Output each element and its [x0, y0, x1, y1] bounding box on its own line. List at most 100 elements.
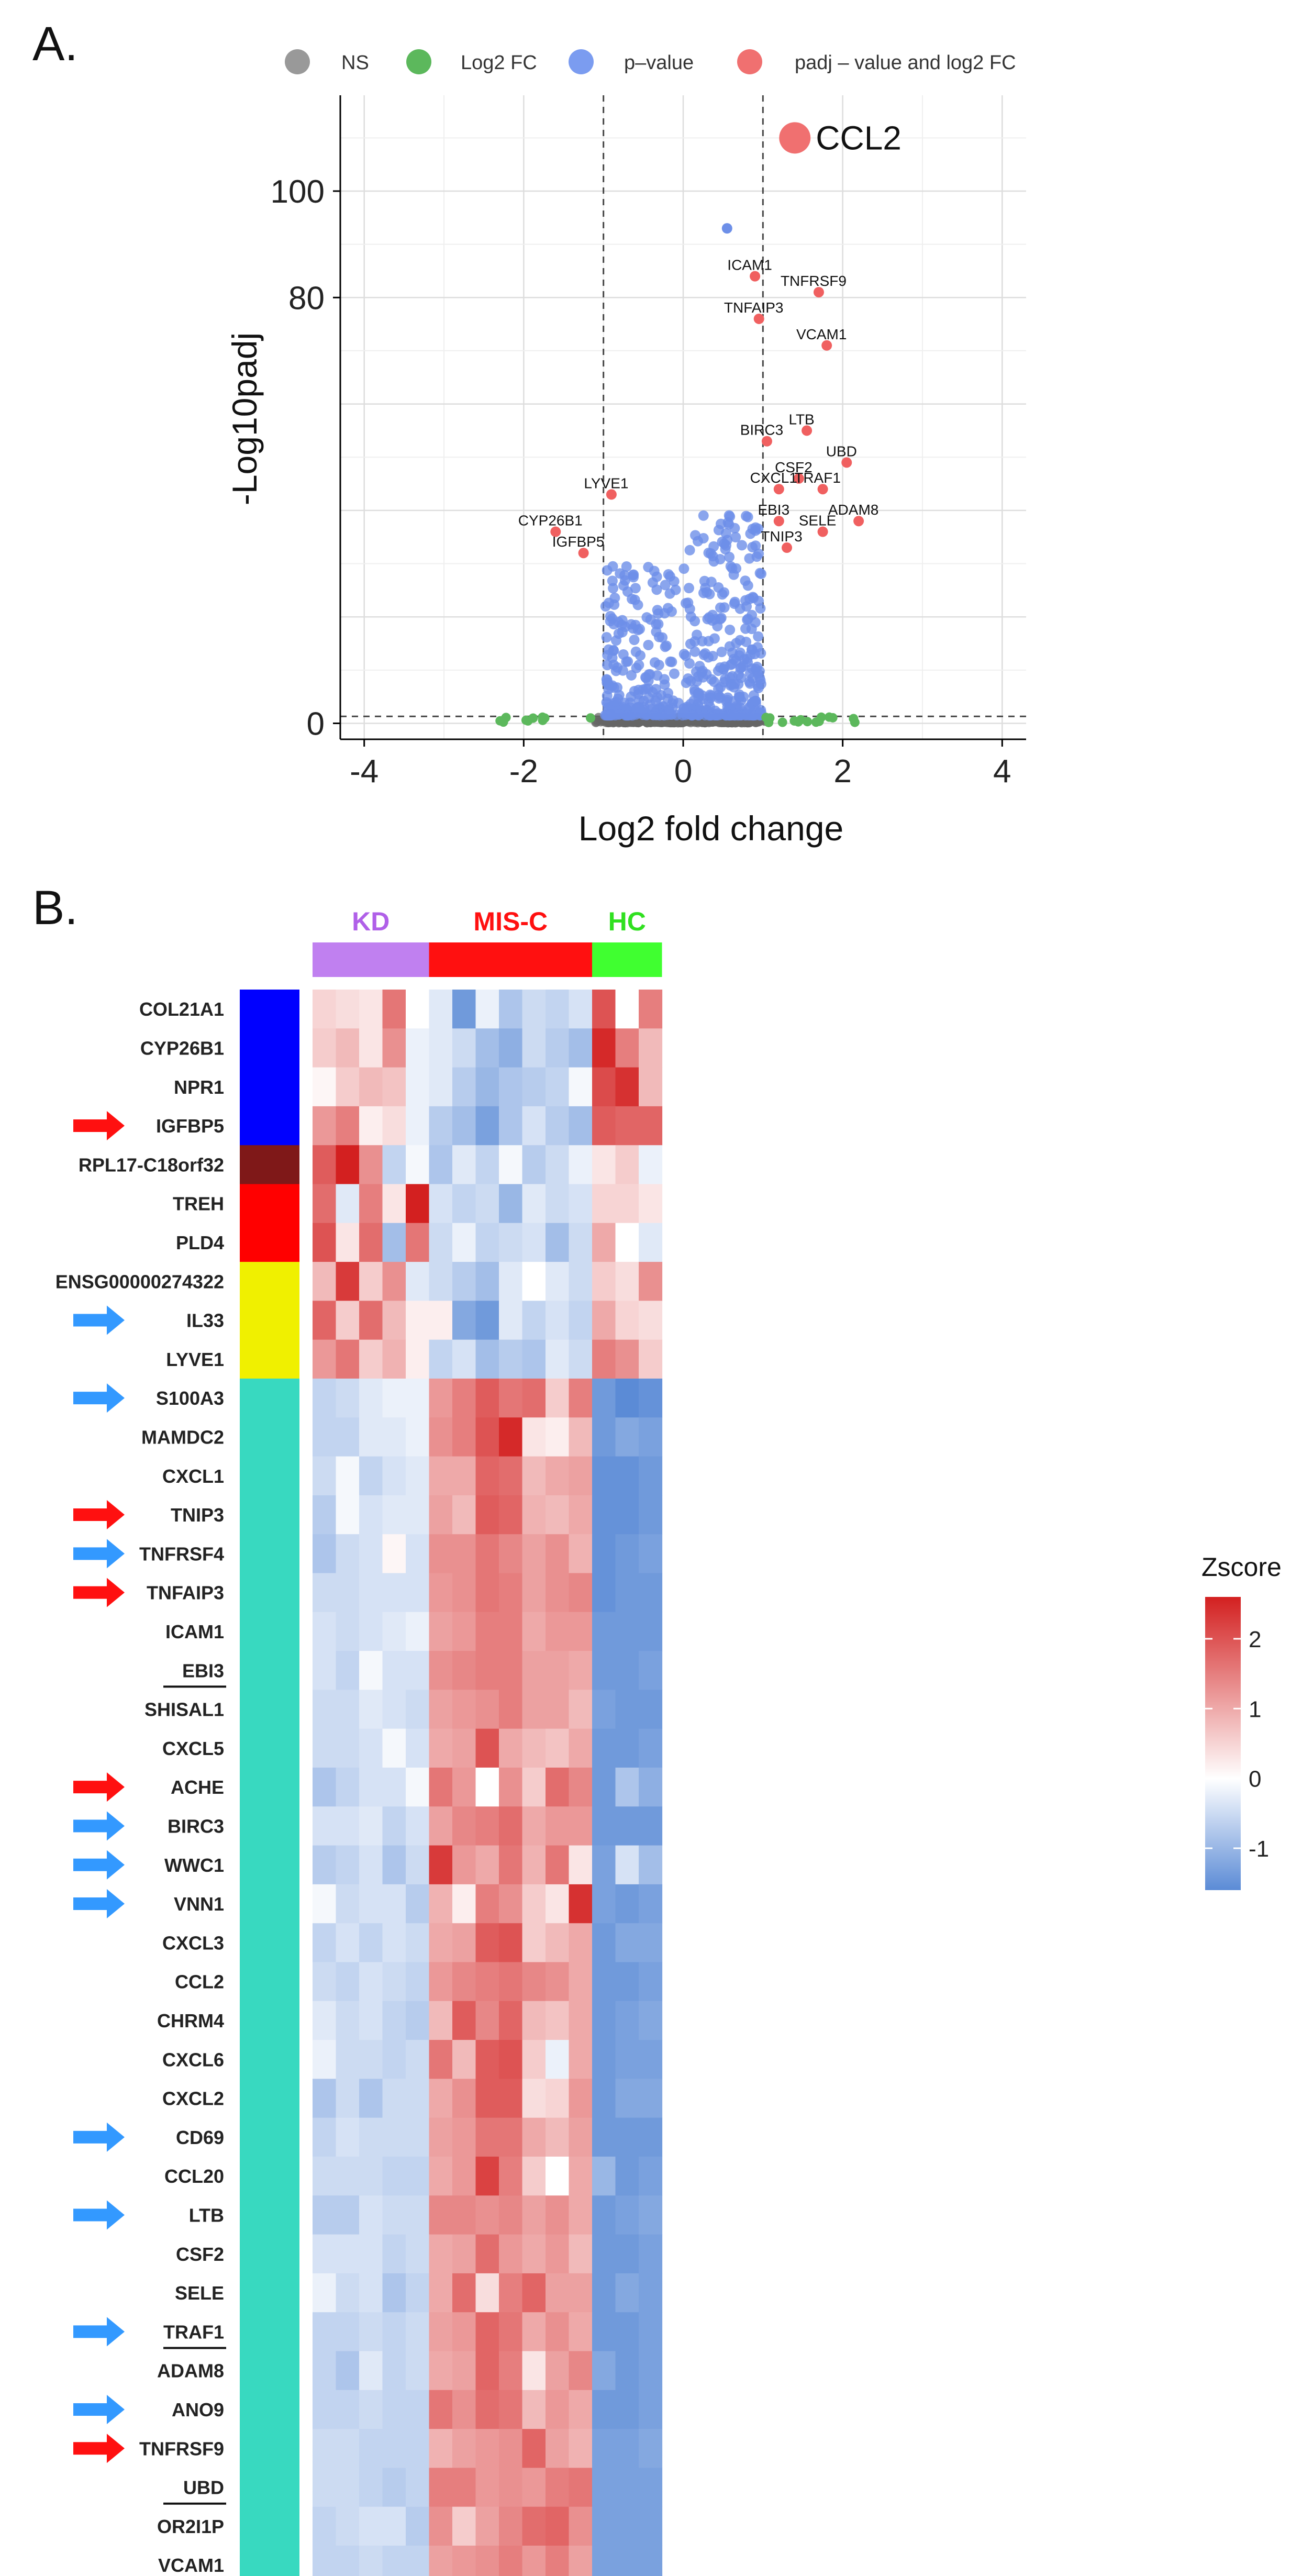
heatmap-cell — [406, 2468, 430, 2507]
heatmap-cell — [592, 2312, 616, 2352]
sig-point — [793, 473, 804, 484]
sig-point — [841, 457, 852, 468]
sig-point-label: CSF2 — [775, 459, 813, 475]
heatmap-cell — [336, 1223, 360, 1262]
heatmap-cell — [406, 1379, 430, 1418]
legend-padj-swatch — [737, 49, 762, 74]
heatmap-cell — [569, 1806, 593, 1846]
heatmap-cell — [382, 1534, 406, 1574]
heatmap-cell — [569, 1301, 593, 1340]
heatmap-cell — [336, 1456, 360, 1496]
pvalue-point — [713, 684, 724, 695]
heatmap-cell — [475, 1184, 499, 1224]
heatmap-cell — [452, 2117, 476, 2157]
heatmap-cell — [499, 1573, 523, 1613]
gene-label: CXCL6 — [162, 2049, 224, 2070]
heatmap-cell — [592, 1456, 616, 1496]
heatmap-cell — [359, 2312, 383, 2352]
heatmap-cell — [499, 1223, 523, 1262]
heatmap-cell — [475, 2040, 499, 2079]
heatmap-cell — [615, 1651, 639, 1690]
heatmap-cell — [359, 1884, 383, 1924]
pvalue-point — [706, 576, 717, 587]
pvalue-point — [748, 696, 759, 707]
heatmap-cell — [336, 1106, 360, 1146]
heatmap-cell — [382, 2157, 406, 2196]
heatmap-cell — [592, 2546, 616, 2576]
heatmap-cell — [313, 2506, 337, 2546]
heatmap-cell — [475, 2312, 499, 2352]
heatmap-cell — [499, 1262, 523, 1301]
heatmap-cell — [452, 990, 476, 1029]
heatmap-cell — [569, 1573, 593, 1613]
highlight-label: CCL2 — [816, 119, 902, 157]
heatmap-cell — [615, 1728, 639, 1768]
heatmap-cell — [452, 2429, 476, 2468]
pvalue-point — [753, 631, 764, 642]
x-tick-label: 4 — [993, 753, 1011, 790]
fc-point — [789, 716, 799, 726]
heatmap-cell — [499, 1145, 523, 1185]
heatmap-cell — [406, 1456, 430, 1496]
heatmap-cell — [452, 1690, 476, 1729]
pvalue-point — [747, 542, 758, 553]
heatmap-cell — [313, 2273, 337, 2313]
heatmap-cell — [429, 1690, 453, 1729]
heatmap-cell — [382, 2234, 406, 2274]
heatmap-cell — [429, 2506, 453, 2546]
pvalue-point — [689, 646, 700, 657]
heatmap-cell — [359, 990, 383, 1029]
blue-arrow-icon — [73, 1305, 125, 1335]
heatmap-cell — [382, 1262, 406, 1301]
heatmap-cell — [313, 1806, 337, 1846]
volcano-ticks: -4 -2 0 2 4 0 80 100 — [271, 174, 1011, 790]
pvalue-point — [744, 593, 755, 604]
heatmap-cell — [359, 1223, 383, 1262]
pvalue-point — [678, 563, 689, 574]
heatmap-cell — [452, 1962, 476, 2002]
cluster-block — [240, 1262, 299, 1301]
pvalue-point — [684, 658, 695, 669]
pvalue-point — [720, 528, 731, 539]
volcano-point-labels: ICAM1TNFRSF9TNFAIP3VCAM1LTBBIRC3UBDCSF2C… — [518, 119, 902, 550]
heatmap-cell — [546, 2546, 570, 2576]
panel-label-b: B. — [32, 881, 78, 935]
heatmap-cell — [546, 2312, 570, 2352]
heatmap-cell — [569, 2001, 593, 2040]
cluster-block — [240, 1379, 299, 1418]
sig-point — [802, 425, 813, 436]
heatmap-cell — [592, 1145, 616, 1185]
heatmap-cell — [382, 1028, 406, 1068]
heatmap-cell — [499, 2429, 523, 2468]
blue-arrow-icon — [73, 2200, 125, 2230]
gene-label: TNFRSF9 — [139, 2438, 224, 2459]
heatmap-cell — [499, 1379, 523, 1418]
heatmap-cell — [639, 2079, 663, 2118]
heatmap-cell — [359, 1534, 383, 1574]
blue-arrow-icon — [73, 1850, 125, 1880]
heatmap-arrows — [73, 1111, 125, 2463]
heatmap-cell — [522, 1028, 546, 1068]
heatmap-cell — [592, 1962, 616, 2002]
heatmap-cell — [429, 1223, 453, 1262]
gene-label: EBI3 — [182, 1660, 224, 1681]
heatmap-cell — [475, 2546, 499, 2576]
heatmap-cell — [615, 1301, 639, 1340]
sig-point-label: VCAM1 — [796, 326, 847, 342]
pvalue-point — [719, 661, 730, 672]
heatmap-cell — [429, 2312, 453, 2352]
gene-label: ENSG00000274322 — [55, 1271, 224, 1292]
heatmap-cell — [615, 2273, 639, 2313]
heatmap-cell — [522, 1728, 546, 1768]
heatmap-cell — [313, 1067, 337, 1107]
heatmap-cell — [546, 2273, 570, 2313]
heatmap-cell — [336, 2001, 360, 2040]
gene-label: VNN1 — [174, 1893, 224, 1915]
heatmap-cell — [336, 1028, 360, 1068]
gene-label: IL33 — [186, 1310, 224, 1331]
heatmap-cell — [639, 2195, 663, 2235]
heatmap-cell — [406, 1262, 430, 1301]
heatmap-cell — [336, 2429, 360, 2468]
heatmap-cell — [499, 2157, 523, 2196]
heatmap-cell — [336, 1884, 360, 1924]
